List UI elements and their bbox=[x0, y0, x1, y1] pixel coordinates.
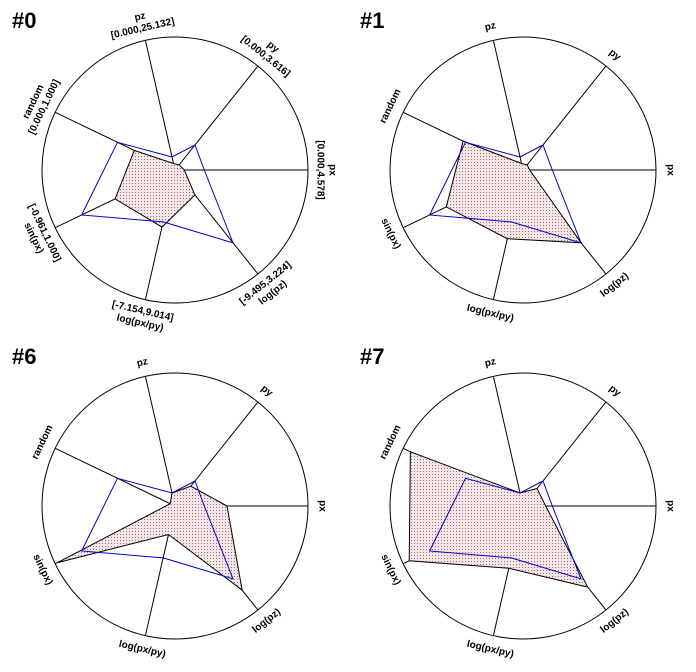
average-polygon bbox=[428, 141, 582, 244]
axis-label: py bbox=[259, 383, 275, 399]
axis-label: py bbox=[607, 383, 623, 399]
axis-label: log(pz) bbox=[251, 607, 283, 636]
axis-label: pz bbox=[484, 356, 497, 369]
axis-label: log(px/py) bbox=[466, 303, 515, 324]
axis-label: pz bbox=[136, 356, 149, 369]
spoke bbox=[144, 376, 176, 507]
axis-label: sin(px) bbox=[30, 553, 54, 587]
chart-title: #6 bbox=[12, 344, 36, 369]
spoke bbox=[144, 40, 176, 171]
spoke bbox=[54, 447, 176, 507]
spider-area bbox=[445, 140, 583, 244]
axis-label: sin(px) bbox=[378, 553, 402, 587]
spider-area bbox=[408, 451, 589, 588]
axis-label: pz bbox=[484, 20, 497, 33]
spoke bbox=[522, 65, 607, 171]
spoke bbox=[174, 65, 259, 171]
average-polygon bbox=[80, 477, 234, 580]
spider-area bbox=[114, 149, 196, 228]
chart-title: #0 bbox=[12, 8, 36, 33]
axis-label: log(pz) bbox=[599, 271, 631, 300]
axis-label: px bbox=[316, 500, 327, 512]
chart-title: #7 bbox=[360, 344, 384, 369]
axis-label: pz bbox=[133, 10, 146, 23]
spoke bbox=[492, 376, 524, 507]
axis-range-label: [0.000,4.578] bbox=[314, 140, 325, 200]
average-polygon bbox=[428, 477, 582, 580]
axis-label: px bbox=[326, 164, 337, 176]
axis-label: px bbox=[664, 500, 675, 512]
spoke bbox=[492, 40, 524, 171]
spider-area bbox=[57, 485, 243, 592]
chart-title: #1 bbox=[360, 8, 384, 33]
average-polygon bbox=[80, 141, 234, 244]
axis-label: log(px/py) bbox=[118, 639, 167, 660]
axis-label: sin(px) bbox=[378, 217, 402, 251]
axis-label: log(pz) bbox=[599, 607, 631, 636]
axis-label: log(px/py) bbox=[466, 639, 515, 660]
axis-label: py bbox=[607, 47, 623, 63]
axis-label: px bbox=[664, 164, 675, 176]
